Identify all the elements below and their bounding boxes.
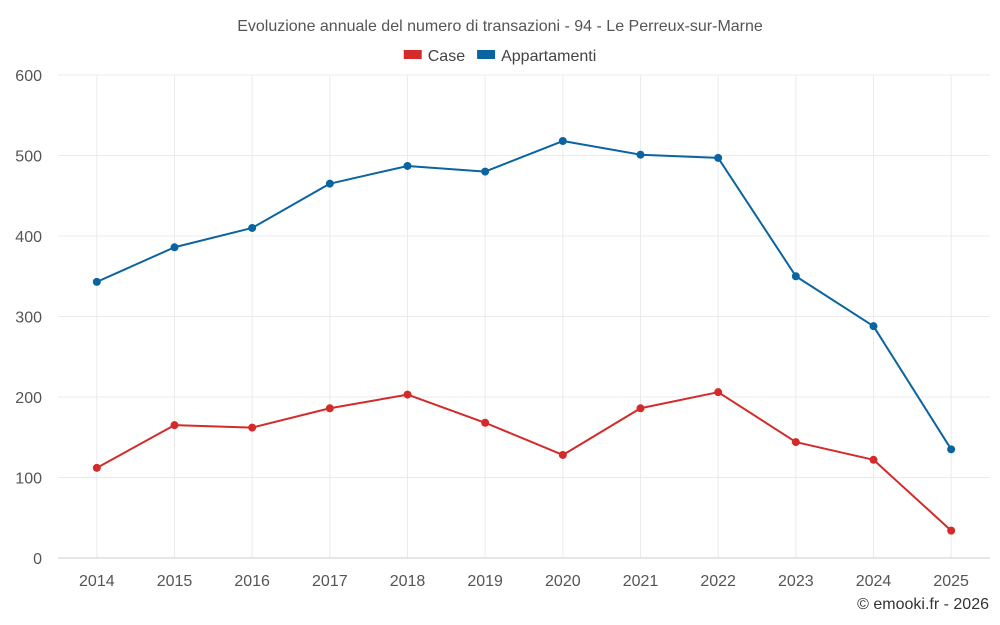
data-point-appartamenti[interactable] <box>170 243 179 252</box>
data-point-case[interactable] <box>481 418 490 427</box>
x-tick-label: 2014 <box>79 573 115 590</box>
credit-text: © emooki.fr - 2026 <box>857 596 989 613</box>
x-tick-label: 2021 <box>623 573 659 590</box>
data-point-appartamenti[interactable] <box>481 167 490 176</box>
data-point-appartamenti[interactable] <box>92 277 101 286</box>
y-tick-label: 100 <box>15 471 42 488</box>
x-tick-label: 2015 <box>157 573 193 590</box>
x-tick-label: 2017 <box>312 573 348 590</box>
gridlines <box>58 74 990 559</box>
data-point-appartamenti[interactable] <box>248 223 257 232</box>
legend-swatch <box>477 50 496 59</box>
data-point-appartamenti[interactable] <box>558 137 567 146</box>
x-tick-label: 2023 <box>778 573 814 590</box>
x-axis: 2014 2015 2016 2017 2018 2019 2020 2021 2022 2023… <box>58 557 990 590</box>
data-point-case[interactable] <box>92 463 101 472</box>
x-tick-label: 2019 <box>467 573 503 590</box>
x-tick-label: 2016 <box>234 573 270 590</box>
data-point-case[interactable] <box>714 388 723 397</box>
series-group <box>92 137 956 535</box>
data-point-appartamenti[interactable] <box>714 153 723 162</box>
data-point-appartamenti[interactable] <box>403 161 412 170</box>
legend-item-appartamenti[interactable]: Appartamenti <box>477 48 596 65</box>
data-point-case[interactable] <box>636 404 645 413</box>
series-line-case <box>96 391 952 532</box>
y-tick-label: 200 <box>15 390 42 407</box>
x-tick-label: 2018 <box>390 573 426 590</box>
data-point-case[interactable] <box>791 438 800 447</box>
data-point-case[interactable] <box>869 455 878 464</box>
legend[interactable]: Case Appartamenti <box>403 48 597 65</box>
series-line-appartamenti <box>96 140 953 450</box>
x-tick-label: 2024 <box>856 573 892 590</box>
y-tick-label: 0 <box>33 551 42 568</box>
y-tick-label: 600 <box>15 68 42 85</box>
x-tick-label: 2020 <box>545 573 581 590</box>
data-point-case[interactable] <box>248 423 257 432</box>
data-point-case[interactable] <box>558 450 567 459</box>
chart-title: Evoluzione annuale del numero di transaz… <box>237 18 763 35</box>
y-axis: 0 100 200 300 400 500 600 <box>15 68 42 568</box>
legend-swatch <box>403 50 422 59</box>
data-point-case[interactable] <box>947 526 956 535</box>
data-point-appartamenti[interactable] <box>947 445 956 454</box>
y-tick-label: 400 <box>15 229 42 246</box>
data-point-case[interactable] <box>325 404 334 413</box>
y-tick-label: 500 <box>15 149 42 166</box>
data-point-appartamenti[interactable] <box>791 272 800 281</box>
data-point-appartamenti[interactable] <box>636 150 645 159</box>
data-point-appartamenti[interactable] <box>325 179 334 188</box>
x-tick-label: 2025 <box>933 573 969 590</box>
legend-item-case[interactable]: Case <box>403 48 465 65</box>
data-point-appartamenti[interactable] <box>869 322 878 331</box>
legend-label: Case <box>428 48 465 65</box>
legend-label: Appartamenti <box>501 48 596 65</box>
data-point-case[interactable] <box>170 421 179 430</box>
y-tick-label: 300 <box>15 310 42 327</box>
x-tick-label: 2022 <box>700 573 736 590</box>
data-point-case[interactable] <box>403 390 412 399</box>
